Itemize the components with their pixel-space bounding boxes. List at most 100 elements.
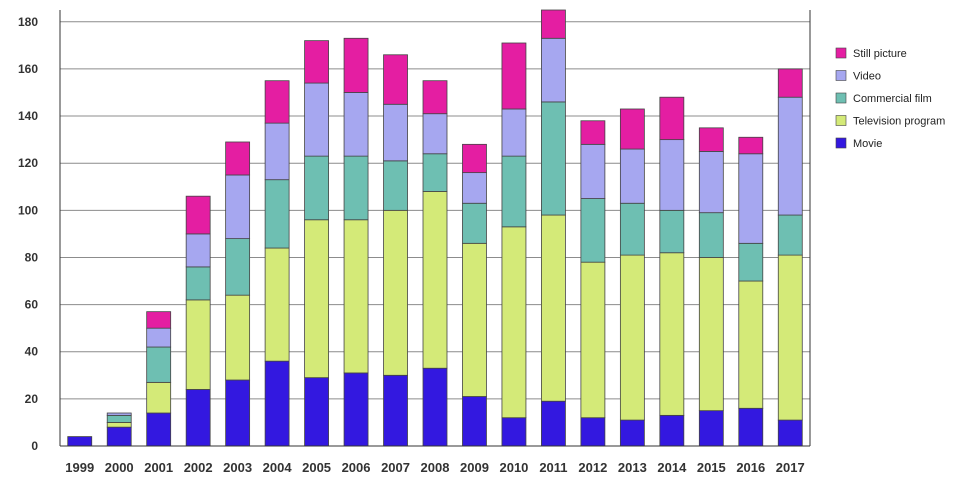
- bar-television-program-2017: [777, 254, 803, 421]
- x-tick-label: 2017: [776, 460, 805, 475]
- bar-television-program-2016: [738, 280, 764, 409]
- bar-still-picture-2007: [383, 54, 408, 105]
- legend: Still picture Video Commercial film Televis…: [835, 47, 945, 150]
- x-tick-label: 2005: [302, 460, 331, 475]
- x-tick-label: 2009: [460, 460, 489, 475]
- bar-commercial-film-2015: [698, 212, 724, 258]
- y-tick-labels: 0 20 40 60 80 100 120 140 160 180: [18, 15, 38, 453]
- bar-movie-2000: [106, 426, 132, 447]
- bar-commercial-film-2004: [264, 179, 290, 249]
- bar-commercial-film-2008: [422, 153, 448, 192]
- bar-video-2011: [541, 37, 566, 103]
- bar-commercial-film-2006: [343, 155, 369, 221]
- bar-television-program-2013: [619, 254, 645, 421]
- bar-television-program-2014: [659, 252, 685, 416]
- bar-video-2002: [185, 233, 211, 268]
- bar-television-program-2010: [501, 226, 527, 419]
- y-tick-label: 60: [25, 298, 39, 312]
- y-tick-label: 20: [25, 392, 39, 406]
- bars: [67, 9, 803, 447]
- bar-commercial-film-2011: [541, 101, 566, 216]
- bar-television-program-2004: [264, 247, 290, 362]
- legend-swatch-video: [835, 70, 847, 81]
- bar-still-picture-2006: [343, 37, 369, 93]
- bar-commercial-film-2002: [185, 266, 211, 301]
- bar-video-2016: [738, 153, 764, 244]
- bar-television-program-2003: [225, 294, 251, 381]
- x-tick-label: 2014: [657, 460, 687, 475]
- x-tick-label: 2016: [736, 460, 765, 475]
- bar-commercial-film-2010: [501, 155, 527, 228]
- bar-commercial-film-2013: [619, 202, 645, 256]
- bar-movie-2001: [146, 412, 172, 447]
- bar-commercial-film-2014: [659, 209, 685, 254]
- bar-video-2017: [777, 96, 803, 216]
- bar-still-picture-2005: [304, 40, 329, 84]
- bar-video-2000: [106, 412, 132, 416]
- bar-movie-2015: [698, 410, 724, 447]
- bar-television-program-2006: [343, 219, 369, 374]
- x-tick-label: 2000: [105, 460, 134, 475]
- bar-still-picture-2002: [185, 195, 211, 235]
- legend-swatch-commercial-film: [835, 92, 847, 104]
- bar-commercial-film-2001: [146, 346, 172, 383]
- bar-movie-2016: [738, 407, 764, 447]
- x-tick-label: 2013: [618, 460, 647, 475]
- bar-video-2004: [264, 122, 290, 181]
- bar-video-2005: [304, 82, 329, 157]
- legend-label-still-picture: Still picture: [853, 48, 907, 60]
- x-tick-label: 2007: [381, 460, 410, 475]
- x-tick-label: 2004: [263, 460, 293, 475]
- bar-still-picture-2001: [146, 311, 172, 329]
- bar-television-program-2002: [185, 299, 211, 390]
- bar-movie-2005: [304, 377, 329, 447]
- bar-still-picture-2014: [659, 96, 685, 141]
- bar-movie-2002: [185, 389, 211, 447]
- bar-video-2008: [422, 113, 448, 155]
- bar-movie-2013: [619, 419, 645, 447]
- bar-video-2003: [225, 174, 251, 240]
- x-tick-label: 2003: [223, 460, 252, 475]
- bar-video-2007: [383, 103, 408, 162]
- bar-commercial-film-2000: [106, 414, 132, 423]
- bar-television-program-2011: [541, 214, 566, 402]
- bar-video-2006: [343, 92, 369, 157]
- bar-movie-2004: [264, 360, 290, 447]
- x-tick-label: 2008: [421, 460, 450, 475]
- bar-movie-2012: [580, 417, 606, 447]
- x-tick-label: 1999: [65, 460, 94, 475]
- bar-commercial-film-2007: [383, 160, 408, 211]
- y-tick-label: 100: [18, 203, 38, 217]
- bar-movie-2008: [422, 367, 448, 447]
- bar-still-picture-2016: [738, 136, 764, 155]
- y-tick-label: 40: [25, 345, 39, 359]
- bar-movie-2014: [659, 414, 685, 447]
- legend-swatch-movie: [835, 137, 847, 149]
- bar-still-picture-2008: [422, 80, 448, 115]
- bar-commercial-film-2012: [580, 198, 606, 263]
- bar-television-program-2000: [106, 422, 132, 428]
- bar-commercial-film-2005: [304, 155, 329, 221]
- y-tick-label: 120: [18, 156, 38, 170]
- x-tick-label: 2015: [697, 460, 726, 475]
- x-tick-labels: 1999 2000 2001 2002 2003 2004 2005 2006 2007 2008…: [65, 460, 804, 475]
- bar-movie-2003: [225, 379, 251, 447]
- axes: [59, 10, 811, 447]
- x-tick-label: 2010: [499, 460, 528, 475]
- bar-still-picture-2004: [264, 80, 290, 124]
- legend-label-commercial-film: Commercial film: [853, 93, 932, 105]
- legend-label-television-program: Television program: [853, 116, 945, 128]
- bar-still-picture-2015: [698, 127, 724, 152]
- x-tick-label: 2012: [578, 460, 607, 475]
- bar-movie-2010: [501, 417, 527, 447]
- bar-video-2014: [659, 139, 685, 211]
- y-tick-label: 0: [31, 439, 38, 453]
- bar-movie-2006: [343, 372, 369, 447]
- bar-television-program-2012: [580, 261, 606, 419]
- bar-video-2012: [580, 143, 606, 199]
- x-tick-label: 2011: [539, 460, 567, 475]
- y-tick-label: 180: [18, 15, 38, 29]
- legend-swatch-television-program: [835, 115, 847, 126]
